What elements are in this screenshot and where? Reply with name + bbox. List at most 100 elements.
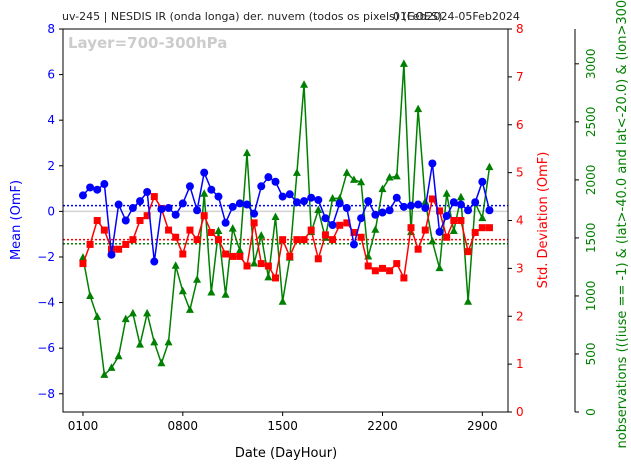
std-point xyxy=(222,250,230,258)
std-point xyxy=(264,262,272,270)
x-axis-label: Date (DayHour) xyxy=(235,446,337,461)
std-point xyxy=(79,260,87,268)
nobs-point xyxy=(200,189,209,197)
mean-point xyxy=(100,180,109,189)
std-point xyxy=(400,274,408,282)
nobs-point xyxy=(257,231,266,239)
nobs-point xyxy=(314,205,323,214)
nobs-point xyxy=(250,258,259,267)
nobs-point xyxy=(128,308,137,317)
series-right xyxy=(79,193,493,282)
x-tick-label: 0100 xyxy=(68,419,99,433)
y-far-tick-label: 0 xyxy=(584,408,598,416)
mean-point xyxy=(235,199,244,208)
nobs-point xyxy=(114,351,123,360)
y-right-tick-label: 6 xyxy=(516,118,524,132)
nobs-point xyxy=(278,297,287,305)
std-point xyxy=(214,236,222,244)
y-axis-label-mean: Mean (OmF) xyxy=(9,180,24,260)
nobs-point xyxy=(371,225,380,233)
mean-point xyxy=(164,203,173,212)
y-left-tick-label: 6 xyxy=(47,68,55,82)
mean-point xyxy=(328,221,337,230)
std-point xyxy=(129,236,137,244)
std-point xyxy=(457,217,465,224)
mean-point xyxy=(78,191,87,200)
mean-point xyxy=(385,206,394,215)
std-point xyxy=(293,236,301,244)
y-left-tick-label: −8 xyxy=(37,387,55,401)
y-left-tick-label: −4 xyxy=(37,296,55,310)
std-point xyxy=(100,226,108,234)
y-left-tick-label: 2 xyxy=(47,159,55,173)
x-tick-label: 0800 xyxy=(168,419,199,433)
mean-point xyxy=(257,182,266,191)
std-point xyxy=(450,217,458,224)
nobs-point xyxy=(185,305,194,313)
y-right-tick-label: 8 xyxy=(516,22,524,36)
nobs-point xyxy=(164,337,173,346)
nobs-point xyxy=(342,168,351,176)
std-point xyxy=(86,240,94,248)
std-point xyxy=(350,228,358,236)
mean-point xyxy=(292,198,301,207)
nobs-point xyxy=(178,286,187,295)
std-point xyxy=(243,262,251,270)
nobs-point xyxy=(193,275,202,283)
mean-point xyxy=(371,210,380,219)
nobs-point xyxy=(93,312,102,320)
std-point xyxy=(136,217,144,224)
mean-point xyxy=(442,211,451,220)
nobs-point xyxy=(328,193,337,202)
std-point xyxy=(443,233,451,241)
std-point xyxy=(93,217,101,224)
mean-point xyxy=(335,199,344,208)
std-point xyxy=(200,212,208,220)
mean-point xyxy=(378,208,387,217)
mean-point xyxy=(128,203,137,212)
y-left-tick-label: 8 xyxy=(47,22,55,36)
std-point xyxy=(272,274,280,282)
mean-point xyxy=(114,200,123,209)
chart-title: uv-245 | NESDIS IR (onda longa) der. nuv… xyxy=(62,10,442,23)
nobs-point xyxy=(385,173,394,181)
x-tick-label: 2200 xyxy=(367,419,398,433)
std-point xyxy=(485,224,493,232)
mean-point xyxy=(357,214,366,223)
mean-point xyxy=(464,206,473,215)
nobs-point xyxy=(478,213,487,222)
std-point xyxy=(378,264,386,272)
std-point xyxy=(150,193,158,201)
std-point xyxy=(336,221,344,229)
nobs-point xyxy=(428,236,437,245)
mean-point xyxy=(449,198,458,207)
nobs-point xyxy=(435,263,444,272)
nobs-point xyxy=(414,104,423,113)
nobs-point xyxy=(264,272,273,281)
std-point xyxy=(250,219,258,227)
nobs-point xyxy=(221,290,230,298)
mean-point xyxy=(428,159,437,168)
y-left-tick-label: 0 xyxy=(47,204,55,218)
nobs-point xyxy=(456,192,465,201)
nobs-point xyxy=(464,297,473,305)
mean-point xyxy=(414,200,423,209)
nobs-point xyxy=(107,363,116,371)
std-point xyxy=(122,240,130,248)
std-point xyxy=(186,226,194,234)
layer-annotation: Layer=700-300hPa xyxy=(68,34,227,52)
std-point xyxy=(393,260,401,268)
std-point xyxy=(371,267,379,275)
mean-point xyxy=(143,188,152,197)
mean-point xyxy=(307,193,316,202)
nobs-point xyxy=(242,148,251,157)
nobs-point xyxy=(235,246,244,254)
std-point xyxy=(314,255,322,263)
nobs-point xyxy=(357,177,366,186)
std-point xyxy=(357,233,365,241)
mean-point xyxy=(121,216,130,225)
std-point xyxy=(257,260,265,268)
nobs-point xyxy=(121,314,130,323)
std-point xyxy=(207,228,215,236)
